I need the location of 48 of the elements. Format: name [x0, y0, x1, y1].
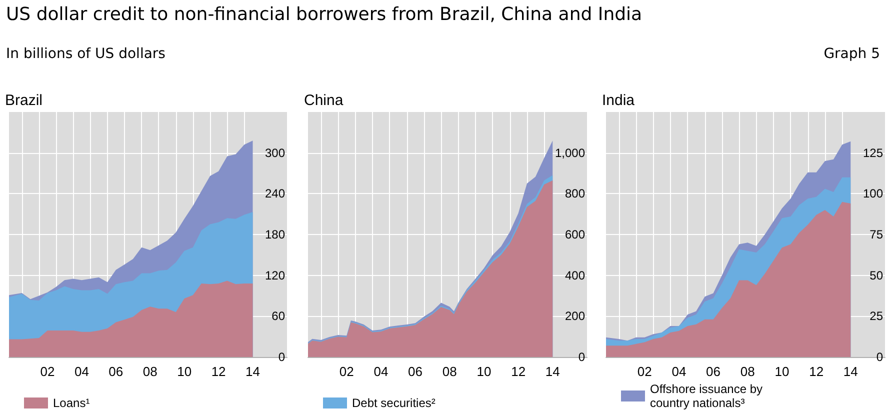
- x-tick-label: 14: [843, 364, 858, 379]
- y-tick-label: 0: [876, 350, 884, 364]
- caption: Graph 5: [824, 46, 880, 62]
- y-tick-label: 50: [870, 268, 884, 282]
- y-tick-label: 75: [870, 228, 884, 242]
- y-tick-label: 240: [264, 186, 286, 201]
- x-tick-label: 08: [740, 364, 755, 379]
- chart-title: China: [304, 92, 344, 109]
- y-tick-label: 0: [278, 350, 286, 364]
- x-tick-label: 06: [108, 364, 124, 379]
- x-tick-label: 12: [211, 364, 226, 379]
- y-tick-label: 1,000: [554, 146, 586, 160]
- y-tick-label: 60: [272, 309, 286, 324]
- y-tick-label: 600: [564, 228, 586, 242]
- x-tick-label: 08: [142, 364, 158, 379]
- text: US dollar credit to non-financial borrowers from Brazil, China and India: [6, 4, 642, 25]
- x-tick-label: 10: [476, 364, 492, 379]
- x-tick-label: 10: [774, 364, 790, 379]
- y-tick-label: 0: [578, 350, 586, 364]
- y-tick-label: 200: [564, 309, 586, 324]
- x-tick-label: 08: [442, 364, 457, 379]
- x-tick-label: 02: [637, 364, 652, 379]
- legend-label: Loans¹: [53, 396, 90, 410]
- y-tick-label: 180: [264, 228, 286, 242]
- x-tick-label: 02: [40, 364, 55, 379]
- y-tick-label: 800: [564, 186, 586, 201]
- x-tick-label: 06: [408, 364, 423, 379]
- y-tick-label: 100: [862, 186, 884, 201]
- text: In billions of US dollars: [6, 46, 166, 62]
- x-tick-label: 12: [511, 364, 526, 379]
- x-tick-label: 10: [177, 364, 192, 379]
- legend-label: Offshore issuance by country nationals³: [650, 382, 766, 410]
- y-tick-label: 25: [870, 309, 884, 324]
- chart-title: Brazil: [5, 92, 43, 109]
- x-tick-label: 14: [246, 364, 260, 379]
- x-tick-label: 02: [339, 364, 354, 379]
- legend-label: Debt securities²: [352, 396, 436, 410]
- y-tick-label: 400: [564, 268, 586, 282]
- x-tick-label: 06: [706, 364, 721, 379]
- x-tick-label: 14: [545, 364, 560, 379]
- chart-title: India: [602, 92, 636, 109]
- y-tick-label: 125: [862, 146, 884, 160]
- x-tick-label: 04: [74, 364, 89, 379]
- y-tick-label: 300: [264, 146, 286, 160]
- y-tick-label: 120: [264, 268, 286, 282]
- x-tick-label: 04: [374, 364, 388, 379]
- x-tick-label: 04: [672, 364, 686, 379]
- x-tick-label: 12: [809, 364, 824, 379]
